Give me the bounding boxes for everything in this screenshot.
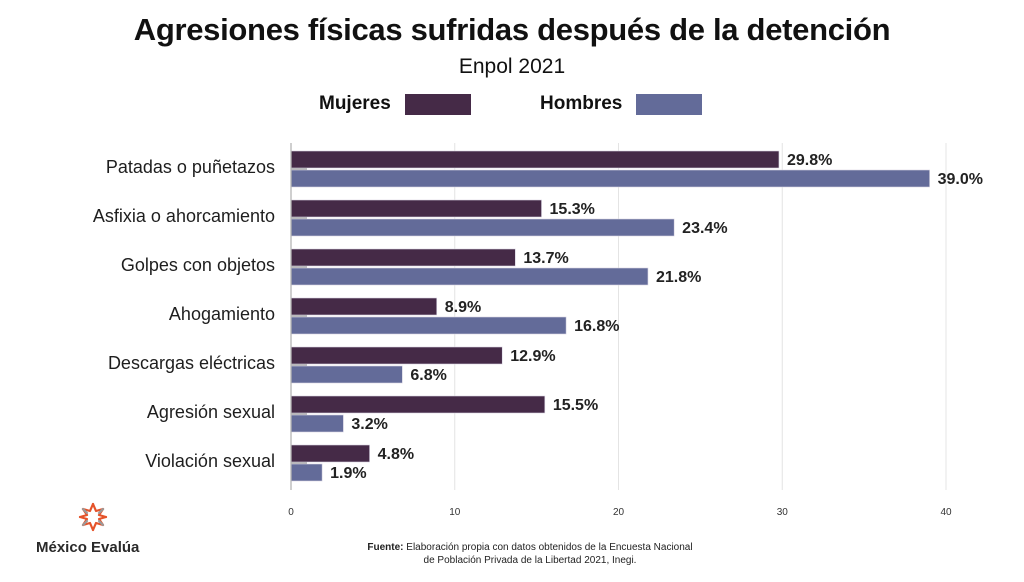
bar-hombres: [290, 316, 567, 335]
data-label-hombres: 39.0%: [938, 171, 983, 188]
data-label-mujeres: 8.9%: [445, 299, 481, 316]
chart-title: Agresiones físicas sufridas después de l…: [133, 12, 891, 47]
data-label-mujeres: 15.3%: [550, 201, 595, 218]
bar-mujeres: [290, 150, 780, 169]
legend-swatch-hombres: [636, 93, 703, 115]
category-label: Descargas eléctricas: [108, 353, 275, 373]
category-label: Golpes con objetos: [121, 255, 275, 275]
legend-swatch-mujeres: [404, 93, 471, 115]
chart-subtitle: Enpol 2021: [458, 55, 566, 78]
data-label-mujeres: 13.7%: [523, 250, 568, 267]
source-note: Fuente: Elaboración propia con datos obt…: [300, 541, 760, 567]
bar-hombres: [290, 365, 403, 384]
category-label: Agresión sexual: [147, 402, 275, 422]
bar-hombres: [290, 463, 323, 482]
bar-mujeres: [290, 297, 438, 316]
x-tick-label: 10: [449, 507, 461, 518]
bar-mujeres: [290, 346, 503, 365]
category-label: Violación sexual: [145, 451, 275, 471]
bar-hombres: [290, 414, 344, 433]
category-label: Patadas o puñetazos: [106, 157, 275, 177]
legend-label-hombres: Hombres: [540, 93, 623, 114]
data-label-hombres: 21.8%: [656, 269, 701, 286]
data-label-mujeres: 15.5%: [553, 397, 598, 414]
x-tick-label: 0: [288, 507, 294, 518]
category-label: Asfixia o ahorcamiento: [93, 206, 275, 226]
data-label-hombres: 3.2%: [351, 416, 387, 433]
category-label: Ahogamiento: [169, 304, 275, 324]
x-tick-label: 40: [940, 507, 952, 518]
data-label-mujeres: 4.8%: [378, 446, 414, 463]
bar-mujeres: [290, 444, 370, 463]
bar-mujeres: [290, 248, 516, 267]
bar-mujeres: [290, 395, 546, 414]
data-label-hombres: 6.8%: [410, 367, 446, 384]
source-label: Fuente:: [367, 542, 404, 553]
legend: Mujeres Hombres: [0, 93, 1024, 119]
source-line-2: de Población Privada de la Libertad 2021…: [423, 555, 637, 566]
data-label-hombres: 16.8%: [574, 318, 619, 335]
star-burst-icon: [78, 502, 108, 532]
source-line-1: Elaboración propia con datos obtenidos d…: [406, 542, 693, 553]
bar-hombres: [290, 169, 930, 188]
legend-item-hombres: Hombres: [540, 93, 703, 115]
x-tick-label: 30: [777, 507, 789, 518]
data-label-mujeres: 29.8%: [787, 152, 832, 169]
data-label-hombres: 23.4%: [682, 220, 727, 237]
bar-hombres: [290, 267, 649, 286]
logo-text: México Evalúa: [36, 539, 140, 556]
bar-mujeres: [290, 199, 542, 218]
bar-hombres: [290, 218, 675, 237]
legend-item-mujeres: Mujeres: [319, 93, 471, 115]
legend-label-mujeres: Mujeres: [319, 93, 391, 114]
data-label-hombres: 1.9%: [330, 465, 366, 482]
data-label-mujeres: 12.9%: [510, 348, 555, 365]
x-tick-label: 20: [613, 507, 625, 518]
